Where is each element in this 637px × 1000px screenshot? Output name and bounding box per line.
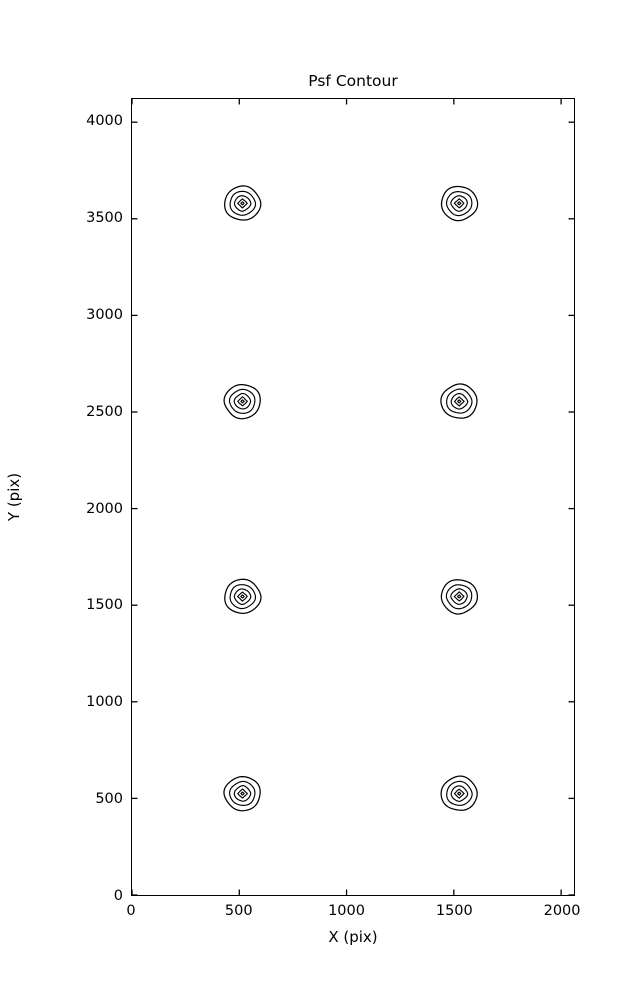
contour-plot-canvas [132, 99, 574, 895]
contour-level-3 [453, 396, 465, 407]
contour-level-2 [450, 392, 469, 410]
plot-axes-frame [131, 98, 575, 896]
contour-level-0 [440, 185, 479, 222]
contour-level-1 [229, 584, 257, 610]
y-tick-label: 2500 [86, 403, 123, 420]
contour-level-4 [456, 201, 462, 206]
x-tick-label: 0 [126, 903, 136, 919]
y-tick-label: 1000 [86, 694, 123, 711]
contour-level-2 [233, 392, 252, 410]
y-tick-label: 2000 [86, 500, 123, 517]
contour-level-0 [224, 185, 262, 221]
y-axis-tick-labels: 0 500 1000 1500 2000 2500 3000 3500 4000 [48, 0, 123, 1000]
contour-level-2 [450, 588, 468, 605]
contour-level-1 [446, 780, 473, 806]
contour-level-3 [453, 198, 465, 209]
psf-contour-cluster [440, 775, 478, 811]
x-axis-tick-labels: 0 500 1000 1500 2000 [0, 903, 637, 927]
y-tick-label: 0 [113, 888, 123, 904]
x-tick-label: 1500 [435, 903, 473, 919]
y-tick-label: 3500 [86, 210, 123, 227]
contour-level-3 [453, 591, 465, 602]
contour-level-0 [440, 775, 478, 811]
y-tick-label: 500 [95, 791, 123, 808]
contour-level-2 [233, 195, 252, 212]
psf-contour-cluster [440, 185, 479, 222]
contour-level-4 [456, 594, 462, 599]
y-axis-label: Y (pix) [5, 472, 23, 522]
contour-level-0 [440, 579, 479, 615]
contour-level-4 [240, 201, 245, 206]
contour-level-1 [229, 190, 257, 216]
contour-level-3 [237, 788, 249, 799]
psf-contour-cluster [224, 578, 262, 614]
x-tick-label: 2000 [543, 903, 581, 919]
psf-contour-cluster [224, 185, 262, 221]
psf-contour-cluster [223, 775, 261, 812]
contour-level-0 [440, 383, 478, 419]
contour-level-4 [240, 594, 245, 599]
y-tick-label: 3000 [86, 306, 123, 323]
contour-level-4 [240, 399, 245, 404]
contour-level-3 [237, 396, 249, 407]
psf-contour-cluster [223, 383, 261, 420]
contour-level-2 [233, 785, 252, 802]
contour-level-2 [233, 588, 252, 606]
contour-level-0 [223, 775, 261, 812]
axis-ticks [132, 99, 574, 895]
contour-level-4 [456, 791, 462, 796]
contour-level-3 [236, 591, 248, 602]
contour-level-2 [450, 195, 468, 212]
contour-level-3 [453, 788, 465, 799]
contour-level-1 [445, 584, 473, 610]
x-tick-label: 1000 [328, 903, 365, 919]
plot-title: Psf Contour [308, 72, 398, 90]
contour-level-3 [236, 198, 248, 209]
x-tick-label: 500 [224, 903, 253, 919]
contour-level-1 [228, 388, 256, 414]
y-tick-label: 4000 [86, 113, 123, 130]
contour-level-4 [456, 399, 462, 404]
contour-level-1 [446, 388, 473, 414]
contour-level-1 [445, 191, 473, 217]
y-tick-label: 1500 [86, 597, 123, 614]
contour-level-1 [229, 780, 256, 806]
contour-level-0 [223, 383, 261, 420]
psf-contour-cluster [440, 383, 478, 419]
contour-level-0 [224, 578, 262, 614]
x-axis-label: X (pix) [328, 928, 378, 946]
psf-contour-cluster [440, 579, 479, 615]
psf-contours [223, 185, 479, 812]
contour-level-4 [240, 791, 245, 796]
contour-level-2 [450, 785, 469, 802]
